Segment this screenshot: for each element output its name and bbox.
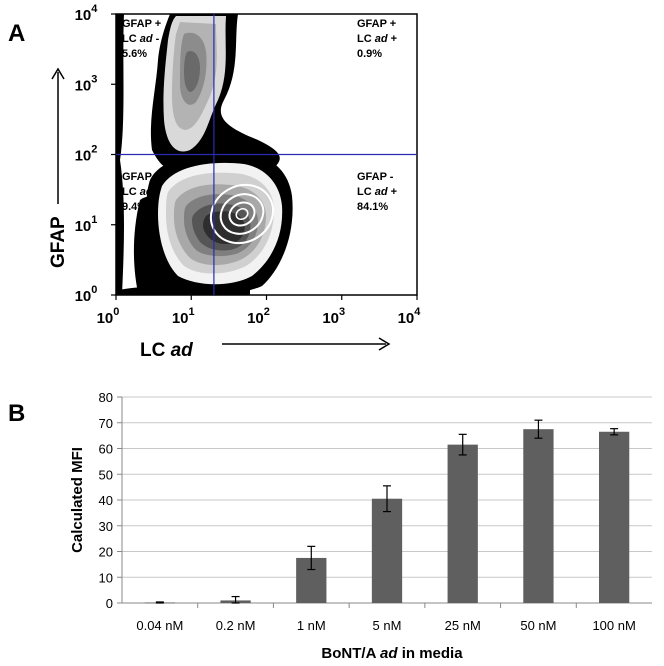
flow-x-tick-label: 104 <box>398 306 422 327</box>
bottom-edge-events <box>118 286 250 295</box>
bars <box>144 419 630 604</box>
bar-x-tick-label: 50 nM <box>520 618 556 633</box>
y-axis-arrowhead <box>51 67 65 80</box>
quadrant-ur-line1: GFAP + <box>357 18 396 30</box>
flow-y-tick-label: 104 <box>75 3 99 24</box>
quadrant-lr-pct: 84.1% <box>357 201 388 213</box>
density-ring-4 <box>235 207 249 221</box>
bar-x-tick-label: 0.04 nM <box>136 618 183 633</box>
quadrant-ll-pct: 9.4% <box>122 201 147 213</box>
bar-x-tick-label: 100 nM <box>592 618 635 633</box>
bar-x-tick-label: 1 nM <box>297 618 326 633</box>
x-axis-arrowhead <box>378 337 391 351</box>
bar-x-tick-label: 25 nM <box>445 618 481 633</box>
panel-a-label: A <box>8 20 26 47</box>
bar-y-tick-label: 20 <box>99 545 113 560</box>
flow-y-tick-label: 100 <box>75 284 98 305</box>
quadrant-ll-line1: GFAP - <box>122 171 159 183</box>
bar-x-ticks: 0.04 nM 0.2 nM 1 nM 5 nM 25 nM 50 nM 100 nM <box>136 603 636 633</box>
quadrant-ur-line2: LC ad + <box>357 33 397 45</box>
flow-x-tick-label: 102 <box>247 306 270 327</box>
quadrant-ll-line2: LC ad - <box>122 186 160 198</box>
bar-y-tick-label: 60 <box>99 442 113 457</box>
density-ring-3 <box>228 201 256 227</box>
flow-y-tick-label: 103 <box>75 73 98 94</box>
bar-y-tick-label: 40 <box>99 493 113 508</box>
bar <box>371 498 403 603</box>
bar-y-tick-label: 30 <box>99 519 113 534</box>
flow-x-tick-label: 101 <box>172 306 195 327</box>
bar <box>599 431 630 603</box>
quadrant-lr-line1: GFAP - <box>357 171 394 183</box>
flow-y-axis-label: GFAP <box>48 216 69 268</box>
flow-x-tick-label: 100 <box>97 306 120 327</box>
quadrant-ul-line2: LC ad - <box>122 33 160 45</box>
density-ring-2 <box>219 193 265 235</box>
bar <box>523 429 554 603</box>
flow-y-tick-label: 101 <box>75 214 98 235</box>
bar-y-tick-label: 50 <box>99 467 113 482</box>
quadrant-lr-line2: LC ad + <box>357 186 397 198</box>
quadrant-ur-pct: 0.9% <box>357 48 382 60</box>
bar-x-axis-label: BoNT/A ad in media <box>321 645 463 662</box>
flow-x-tick-label: 103 <box>322 306 345 327</box>
flow-plot: 100 101 102 103 104 100 101 102 103 104 GFAP + LC… <box>48 3 421 361</box>
density-contours <box>116 14 293 295</box>
flow-x-axis-label: LC ad <box>140 340 193 361</box>
bar-y-tick-label: 80 <box>99 390 113 405</box>
flow-y-tick-label: 102 <box>75 144 98 165</box>
quadrant-ul-pct: 5.6% <box>122 48 147 60</box>
bar-y-tick-label: 0 <box>106 596 113 611</box>
quadrant-ul-line1: GFAP + <box>122 18 161 30</box>
panel-b-label: B <box>8 400 26 427</box>
bar-x-tick-label: 5 nM <box>373 618 402 633</box>
bar-y-tick-label: 70 <box>99 416 113 431</box>
bar-y-tick-label: 10 <box>99 570 113 585</box>
upper-population-l4 <box>184 50 200 92</box>
bar <box>447 444 478 603</box>
bar-y-axis-label: Calculated MFI <box>69 447 86 553</box>
bar-chart: 0 10 20 30 40 50 60 70 80 0.04 nM 0.2 nM 1 nM 5 nM 2… <box>69 390 652 662</box>
bar-x-tick-label: 0.2 nM <box>216 618 256 633</box>
